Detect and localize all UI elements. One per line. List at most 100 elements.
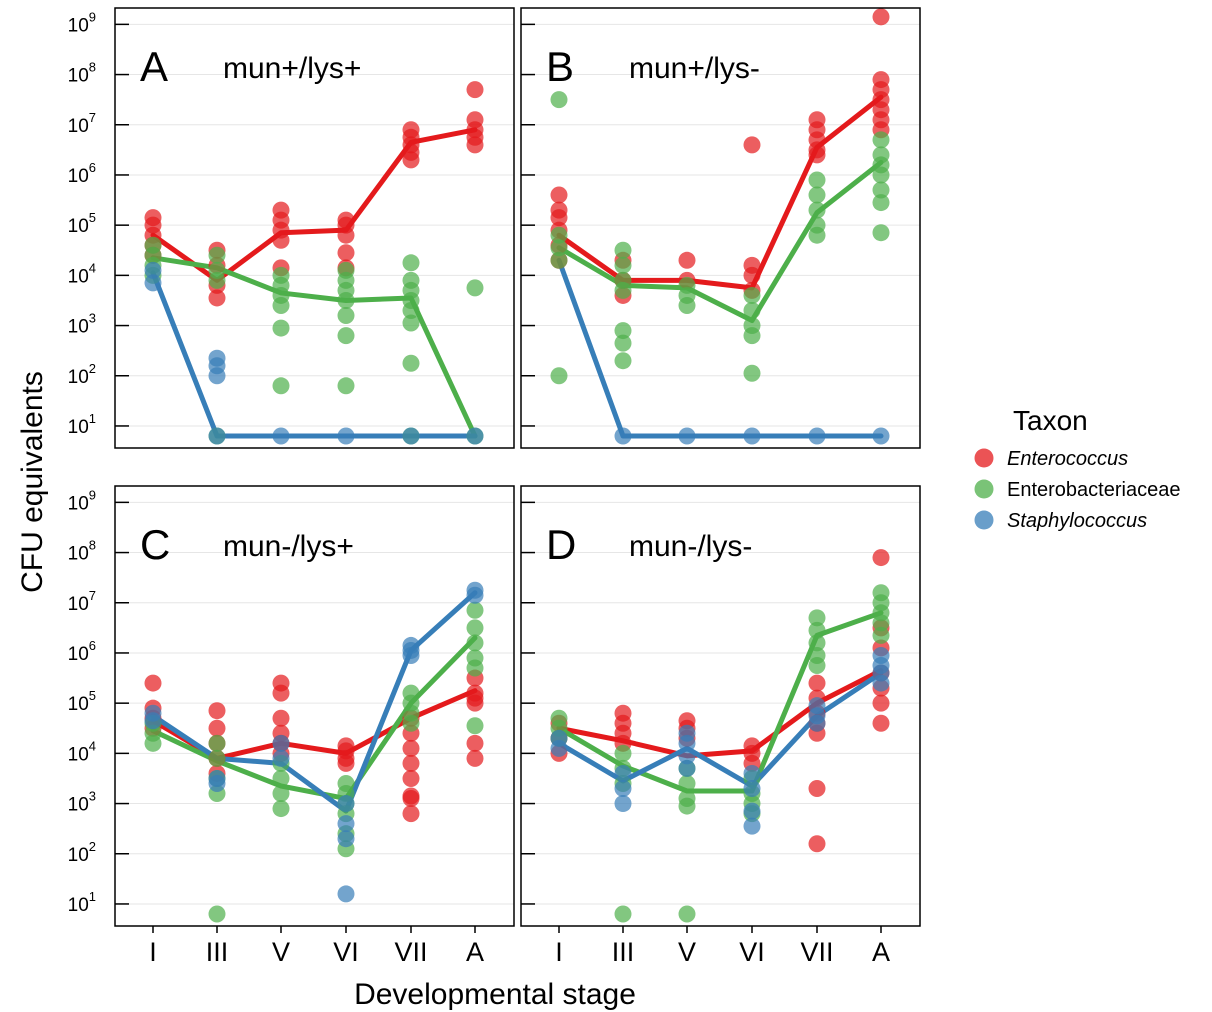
data-point [402,805,420,823]
data-point [337,427,355,445]
legend-label: Enterobacteriaceae [1007,479,1180,501]
data-point [678,747,696,765]
panel-border [114,7,515,449]
data-point [678,296,696,314]
data-point [550,91,568,109]
data-point [808,634,826,652]
legend-label: Staphylococcus [1007,510,1147,532]
x-tick-label: A [466,937,484,967]
y-tick-label: 105 [68,688,96,715]
data-point [337,327,355,345]
data-point [208,427,226,445]
data-point [678,427,696,445]
panel-border [520,7,921,449]
panel-background [521,486,920,926]
data-point [614,744,632,762]
data-point [678,774,696,792]
series-line [150,590,478,814]
panel-label: mun-/lys+ [223,530,354,563]
legend-swatch [974,510,994,530]
data-point [743,327,761,345]
data-point [550,186,568,204]
data-point [743,817,761,835]
series-line [556,94,884,291]
panel-letter: B [546,43,574,90]
data-point [402,254,420,272]
data-point [402,714,420,732]
data-point [678,759,696,777]
data-point [208,246,226,264]
data-point [743,136,761,154]
x-tick-label: III [206,937,229,967]
y-tick-label: 104 [68,260,96,287]
data-point [872,674,890,692]
data-point [466,427,484,445]
data-point [466,81,484,99]
data-point [466,734,484,752]
data-point [743,364,761,382]
data-point [208,719,226,737]
panel-letter: A [140,43,168,90]
y-axis-title: CFU equivalents [16,371,49,593]
data-point [466,279,484,297]
y-tick-label: 109 [68,487,96,514]
series-line [556,670,884,789]
data-point [402,314,420,332]
legend: Taxon Enterococcus Enterobacteriaceae Stap… [974,405,1180,532]
data-point [678,905,696,923]
data-point [808,835,826,853]
data-point [678,734,696,752]
panel-background [521,8,920,448]
series-line [150,635,478,802]
data-point [614,427,632,445]
data-point [614,780,632,797]
y-tick-label: 103 [68,311,96,338]
data-point [208,774,226,792]
data-point [208,271,226,289]
data-point [144,712,162,730]
data-point [272,734,290,752]
data-point [808,427,826,445]
data-point [337,244,355,262]
data-point [614,905,632,923]
data-point [337,830,355,848]
data-point [402,646,420,664]
data-point [872,166,890,184]
x-tick-label: VI [739,937,765,967]
y-tick-label: 105 [68,210,96,237]
data-point [808,186,826,204]
data-point [272,377,290,395]
data-point [337,815,355,833]
data-point [272,231,290,249]
data-point [872,224,890,242]
data-point [272,296,290,314]
y-tick-label: 106 [68,160,96,187]
data-point [144,274,162,292]
legend-entry: Staphylococcus [974,510,1147,532]
data-point [337,885,355,903]
data-point [208,734,226,752]
data-point [208,749,226,767]
series-line [556,610,884,794]
data-point [466,659,484,677]
data-point [337,377,355,395]
data-point [678,797,696,815]
data-point [337,754,355,772]
data-point [743,302,761,319]
x-tick-label: A [872,937,890,967]
data-point [678,251,696,269]
x-tick-label: III [612,937,635,967]
legend-entry: Enterobacteriaceae [974,479,1180,501]
data-point [808,146,826,164]
data-point [550,739,568,757]
data-point [872,549,890,567]
data-point [144,261,162,279]
y-tick-label: 101 [68,411,96,438]
data-point [808,621,826,639]
data-point [272,800,290,818]
data-point [808,674,826,692]
data-point [272,769,290,787]
